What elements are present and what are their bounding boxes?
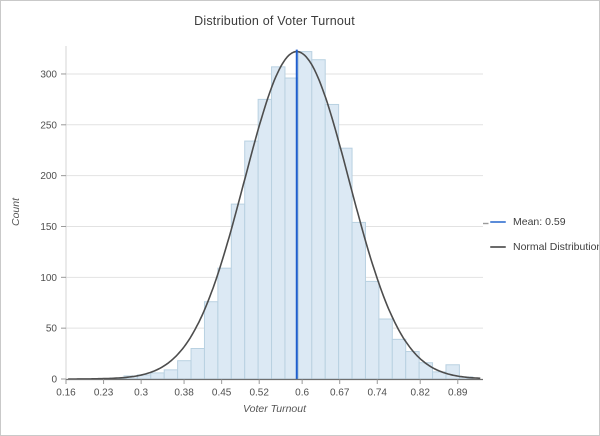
x-tick-label: 0.67 [330, 388, 350, 399]
histogram-bar [297, 51, 313, 380]
chart-title: Distribution of Voter Turnout [194, 14, 355, 28]
x-axis-title: Voter Turnout [242, 403, 307, 415]
histogram-bar [230, 203, 246, 380]
legend: Mean: 0.59 Normal Distribution [490, 215, 600, 253]
histogram-bar [418, 362, 434, 380]
x-tick-label: 0.23 [94, 388, 114, 399]
histogram-bar [351, 221, 366, 380]
x-tick-label: 0.6 [295, 388, 309, 399]
histogram-bar [190, 347, 205, 380]
y-tick-label: 100 [40, 273, 57, 284]
y-tick-label: 300 [40, 69, 57, 80]
y-tick-label: 200 [40, 171, 57, 182]
histogram-bar [378, 318, 393, 380]
y-tick-label: 0 [51, 375, 57, 386]
normal-distribution-curve [68, 50, 481, 380]
histogram-bar [150, 372, 165, 380]
legend-item-mean: Mean: 0.59 [490, 215, 599, 228]
x-tick-label: 0.3 [134, 388, 148, 399]
histogram-bar [177, 360, 192, 380]
histogram-bar [257, 98, 273, 380]
histogram-bar [271, 66, 286, 380]
x-tick-label: 0.38 [174, 388, 194, 399]
legend-label-mean: Mean: 0.59 [513, 215, 566, 228]
histogram-bar [391, 338, 407, 380]
legend-label-normal: Normal Distribution [513, 240, 600, 253]
histogram-bar [217, 267, 232, 380]
mean-line-swatch-icon [490, 220, 506, 223]
histogram-bar [324, 103, 340, 380]
y-axis-title: Count [10, 197, 22, 227]
histogram-bar [163, 369, 179, 380]
x-tick-label: 0.45 [212, 388, 232, 399]
x-tick-label: 0.16 [56, 388, 76, 399]
y-tick-label: 150 [40, 222, 57, 233]
histogram-bar [364, 280, 380, 380]
x-tick-label: 0.52 [249, 388, 269, 399]
histogram-bar [311, 59, 326, 380]
histogram-bar [244, 140, 259, 380]
x-tick-label: 0.89 [448, 388, 468, 399]
histogram-bar [203, 301, 219, 380]
normal-curve-swatch-icon [490, 245, 506, 248]
y-tick-label: 50 [46, 324, 58, 335]
y-tick-label: 250 [40, 120, 57, 131]
histogram-bar [445, 364, 460, 380]
x-tick-label: 0.82 [410, 388, 430, 399]
legend-item-normal: Normal Distribution [490, 240, 600, 253]
x-tick-label: 0.74 [368, 388, 388, 399]
